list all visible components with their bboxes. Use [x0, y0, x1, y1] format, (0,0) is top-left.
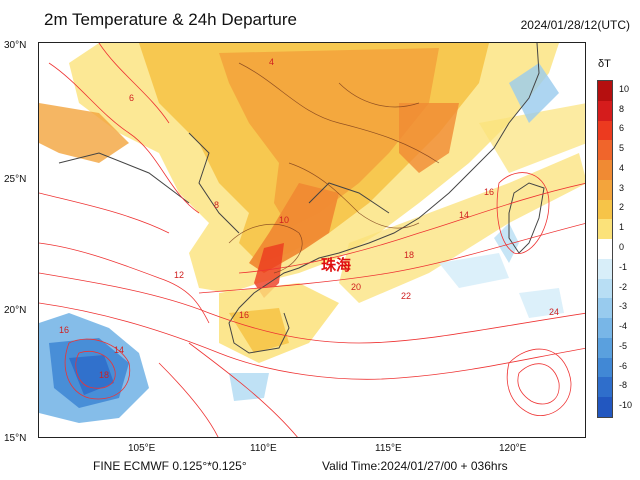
legend-value: -1 [619, 261, 628, 272]
cool-anomaly-field [39, 63, 564, 423]
legend-value: 8 [619, 103, 625, 114]
contour-label: 22 [401, 291, 411, 301]
map-canvas: 4 6 8 10 12 14 16 18 20 22 24 18 14 16 1… [39, 43, 585, 437]
legend-value: -8 [619, 380, 628, 391]
coastline [58, 43, 545, 354]
legend-swatch [598, 318, 612, 338]
legend-swatch [598, 278, 612, 299]
contour-label: 14 [114, 345, 124, 355]
contour-label: 16 [239, 310, 249, 320]
contour-label: 6 [129, 93, 134, 103]
legend-value: -2 [619, 281, 628, 292]
lon-label: 105°E [128, 443, 156, 454]
legend-swatch [598, 239, 612, 259]
legend-swatch [598, 81, 612, 101]
legend-swatch [598, 397, 612, 417]
legend-swatch [598, 120, 612, 141]
contour-label: 12 [174, 270, 184, 280]
contour-label: 10 [279, 215, 289, 225]
legend-value: -3 [619, 301, 628, 312]
contour-label: 18 [99, 370, 109, 380]
legend-value: 6 [619, 123, 625, 134]
legend-value: 10 [619, 83, 630, 94]
model-info: FINE ECMWF 0.125°*0.125° [93, 459, 247, 473]
warm-anomaly-field [39, 43, 585, 363]
legend-value: -4 [619, 321, 628, 332]
land-contours [228, 62, 440, 274]
legend-swatch [598, 337, 612, 358]
contour-label: 16 [59, 325, 69, 335]
legend-swatch [598, 377, 612, 398]
contour-label: 8 [214, 200, 219, 210]
legend-value: -5 [619, 340, 628, 351]
lat-label: 20°N [4, 305, 27, 316]
lon-label: 115°E [375, 443, 402, 454]
lon-label: 120°E [499, 443, 527, 454]
map-panel[interactable]: 4 6 8 10 12 14 16 18 20 22 24 18 14 16 1… [38, 42, 586, 438]
lat-label: 15°N [4, 433, 27, 444]
legend-swatch [598, 160, 612, 180]
legend-swatch [598, 140, 612, 161]
legend-value: 0 [619, 242, 625, 252]
temperature-contours [39, 43, 585, 437]
contour-label: 18 [404, 250, 414, 260]
legend-value: 3 [619, 182, 625, 193]
legend-swatch [598, 100, 612, 121]
legend-swatch [598, 199, 612, 220]
lat-label: 25°N [4, 174, 27, 185]
legend-swatch [598, 298, 612, 319]
contour-label: 4 [269, 57, 274, 67]
legend-swatch [598, 179, 612, 200]
contour-label: 14 [459, 210, 469, 220]
legend-title: δT [598, 58, 611, 70]
timestamp: 2024/01/28/12(UTC) [520, 18, 630, 32]
valid-time: Valid Time:2024/01/27/00 + 036hrs [322, 459, 508, 473]
lat-label: 30°N [4, 40, 27, 51]
contour-label: 24 [549, 307, 559, 317]
legend-swatch [598, 357, 612, 378]
legend-swatch [598, 258, 612, 279]
legend-value: -6 [619, 360, 628, 371]
legend-value: 1 [619, 222, 625, 233]
contour-value-labels: 4 6 8 10 12 14 16 18 20 22 24 18 14 16 1… [59, 57, 559, 380]
chart-title: 2m Temperature & 24h Departure [44, 10, 297, 29]
legend-swatch [598, 219, 612, 240]
legend-value: -10 [619, 400, 633, 411]
legend-value: 4 [619, 162, 625, 173]
legend-value: 5 [619, 143, 625, 154]
contour-label: 20 [351, 282, 361, 292]
contour-label: 16 [484, 187, 494, 197]
color-legend [597, 80, 613, 418]
legend-value: 2 [619, 202, 625, 213]
city-label-zhuhai: 珠海 [321, 257, 352, 274]
lon-label: 110°E [250, 443, 277, 454]
